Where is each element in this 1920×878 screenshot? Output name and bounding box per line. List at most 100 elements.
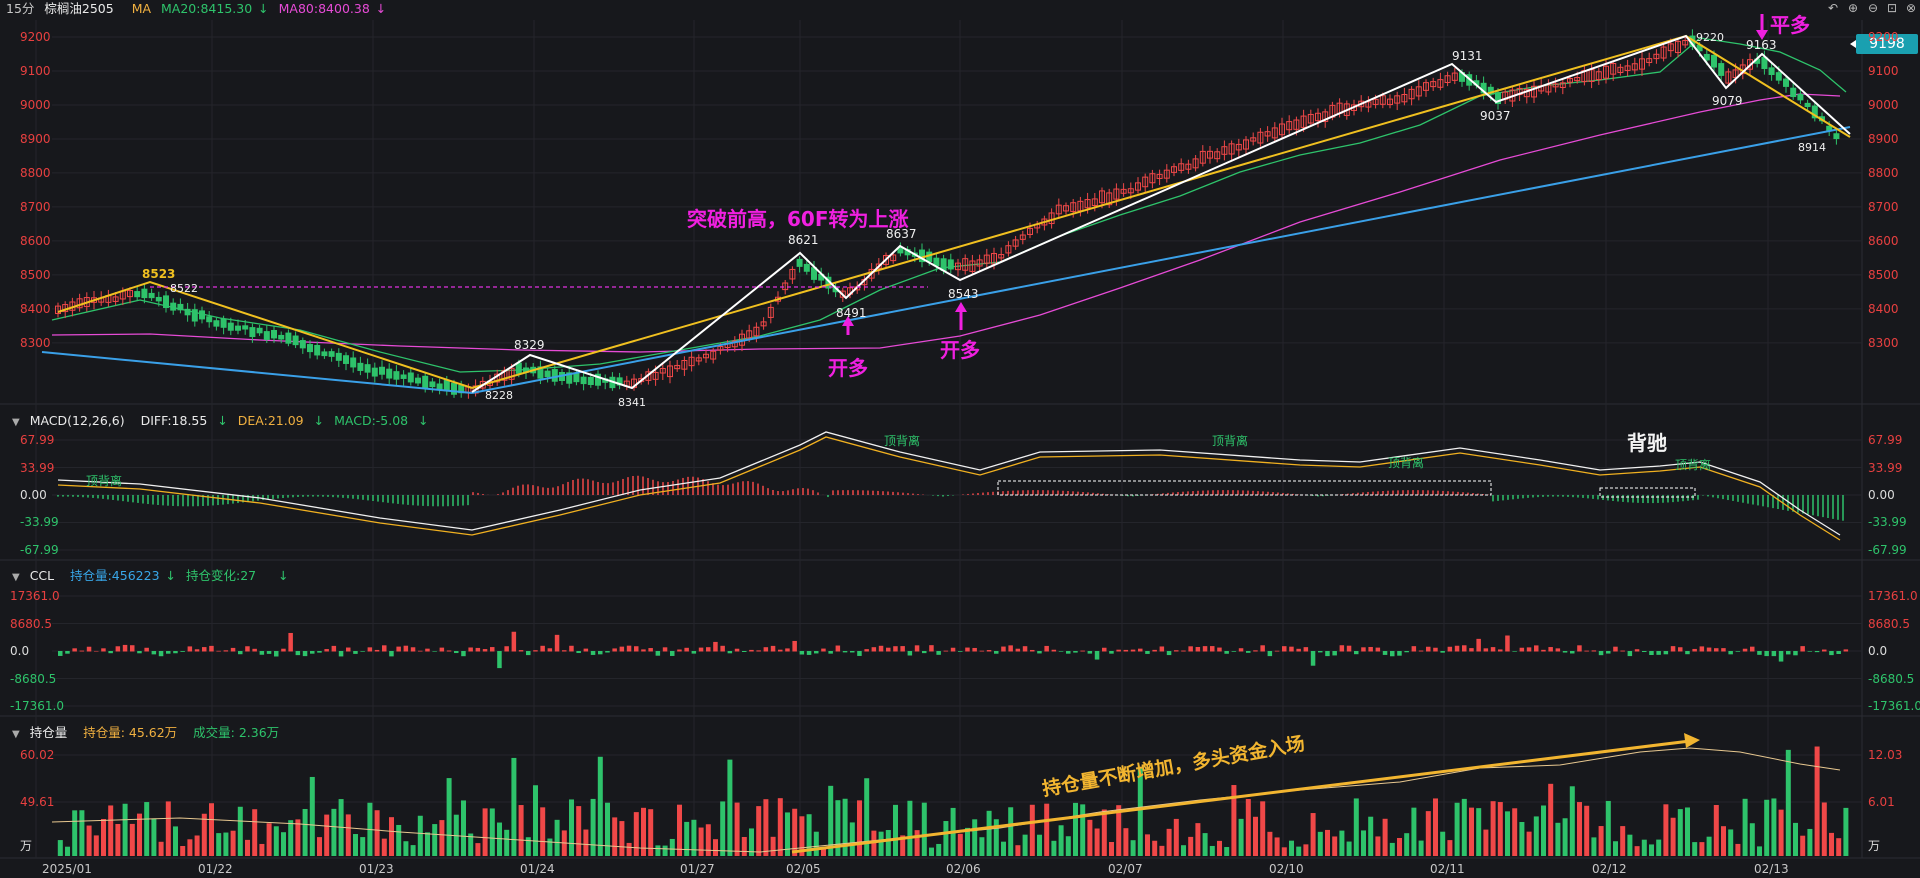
- volume-bar: [1303, 844, 1309, 856]
- main-header: 15分 棕榈油2505 MA MA20:8415.30 ↓ MA80:8400.3…: [6, 1, 392, 17]
- zoom-out-icon[interactable]: ⊖: [1867, 1, 1879, 15]
- candle-body: [429, 381, 436, 388]
- volume-bar: [662, 845, 668, 856]
- ccl-bar: [1418, 650, 1424, 652]
- ccl-bar: [439, 647, 445, 652]
- macd-axis-left: -33.99: [20, 515, 59, 530]
- macd-diff: DIFF:18.55: [140, 413, 208, 428]
- period-label[interactable]: 15分: [6, 1, 35, 16]
- ccl-bar: [137, 651, 142, 654]
- candle-body: [1653, 53, 1660, 60]
- divergence-tag: 顶背离: [884, 434, 921, 448]
- candle-body: [969, 260, 976, 272]
- price-axis-right: 8600: [1868, 233, 1899, 248]
- ccl-bar: [1022, 646, 1028, 652]
- ccl-bar: [173, 651, 178, 654]
- candle-body: [753, 326, 760, 337]
- ccl-bar: [1822, 649, 1827, 652]
- volume-bar: [1728, 829, 1734, 856]
- candle-body: [1113, 188, 1120, 200]
- candle-body: [1091, 198, 1098, 207]
- undo-icon[interactable]: ↶: [1827, 1, 1839, 15]
- volume-bar: [540, 807, 546, 856]
- ccl-bar: [1670, 646, 1676, 652]
- candle-body: [1235, 143, 1242, 151]
- ccl-bar: [1130, 649, 1136, 652]
- ccl-bar: [1505, 635, 1510, 652]
- macd-axis-right: 33.99: [1868, 460, 1903, 475]
- ccl-bar: [1620, 650, 1625, 652]
- volume-bar: [1101, 809, 1107, 856]
- ccl-bar: [1613, 646, 1618, 652]
- ccl-bar: [94, 650, 99, 652]
- volume-bar: [381, 838, 387, 856]
- settings-icon[interactable]: ⊡: [1886, 1, 1898, 15]
- candle-body: [199, 310, 205, 320]
- collapse-icon[interactable]: ▼: [12, 729, 20, 740]
- vol-axis-left: 60.02: [20, 748, 55, 762]
- volume-bar: [317, 837, 322, 856]
- candle-body: [242, 325, 249, 330]
- macd-axis-right: -67.99: [1868, 543, 1907, 557]
- volume-bar: [475, 843, 481, 856]
- volume-bar: [1137, 768, 1143, 856]
- ccl-bar: [742, 651, 747, 653]
- volume-bar: [986, 810, 992, 856]
- date-label: 02/11: [1430, 862, 1465, 876]
- volume-bar: [295, 819, 301, 856]
- ccl-bar: [1627, 651, 1633, 657]
- ccl-bar: [461, 651, 466, 657]
- ccl-bar: [310, 651, 315, 654]
- close-icon[interactable]: ⊗: [1905, 1, 1917, 15]
- ccl-bar: [158, 651, 164, 657]
- ccl-bar: [1570, 651, 1575, 654]
- candle-body: [1790, 87, 1797, 98]
- volume-bar: [1829, 832, 1834, 856]
- candle-body: [1099, 190, 1105, 204]
- ma20-label: MA20:8415.30: [161, 1, 253, 16]
- candle-body: [1012, 239, 1019, 247]
- volume-bar: [1685, 807, 1690, 856]
- ccl-bar: [907, 651, 913, 656]
- volume-bar: [1512, 808, 1518, 856]
- ccl-bar: [1102, 647, 1107, 652]
- price-axis-left: 8400: [20, 301, 51, 316]
- ccl-bar: [1123, 649, 1129, 652]
- volume-bar: [1375, 836, 1381, 856]
- ccl-name: CCL: [29, 568, 55, 583]
- volume-bar: [1224, 847, 1230, 856]
- volume-bar: [1202, 833, 1208, 856]
- ccl-bar: [1375, 647, 1381, 652]
- ccl-bar: [1814, 651, 1820, 653]
- ccl-bar: [374, 649, 380, 652]
- candle-body: [249, 327, 256, 338]
- divergence-tag: 顶背离: [1212, 434, 1249, 448]
- ccl-bar: [1634, 649, 1640, 652]
- ccl-bar: [72, 648, 77, 652]
- volume-bar: [1469, 807, 1474, 856]
- ccl-bar: [1685, 651, 1690, 655]
- point-label: 8621: [788, 233, 819, 247]
- point-label: 8523: [142, 267, 176, 281]
- point-label: 9079: [1712, 94, 1743, 108]
- symbol-label[interactable]: 棕榈油2505: [44, 1, 114, 16]
- ccl-bar: [1728, 651, 1733, 655]
- ccl-axis-left: 8680.5: [10, 616, 52, 631]
- candle-body: [1120, 188, 1127, 194]
- volume-bar: [1461, 798, 1467, 856]
- volume-bar: [1253, 816, 1258, 856]
- volume-bar: [281, 832, 286, 856]
- collapse-icon[interactable]: ▼: [12, 572, 20, 583]
- volume-bar: [1289, 840, 1294, 856]
- date-label: 01/24: [520, 862, 555, 876]
- candle-body: [1775, 72, 1782, 81]
- ccl-bar: [389, 651, 394, 657]
- volume-bar: [1173, 818, 1179, 856]
- collapse-icon[interactable]: ▼: [12, 417, 20, 428]
- arrow-down-icon: ↓: [278, 568, 289, 583]
- zoom-in-icon[interactable]: ⊕: [1847, 1, 1859, 15]
- candle-body: [1019, 234, 1026, 240]
- volume-bar: [727, 759, 733, 856]
- candle-body: [415, 377, 421, 384]
